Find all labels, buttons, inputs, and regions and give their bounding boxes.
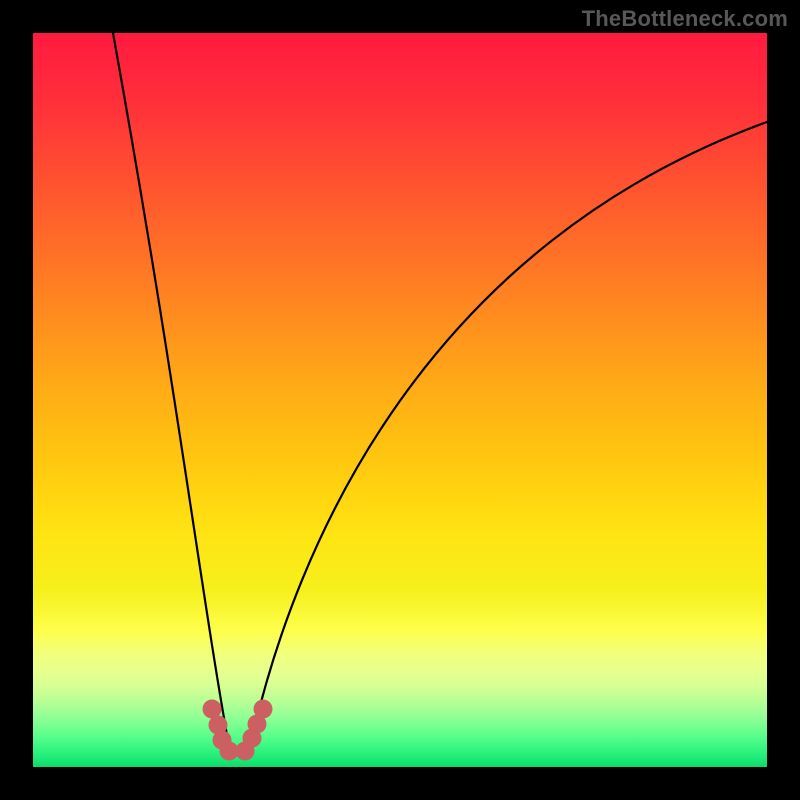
gradient-background	[33, 33, 767, 767]
plot-area	[33, 33, 767, 767]
watermark-text: TheBottleneck.com	[582, 6, 788, 32]
chart-stage: TheBottleneck.com	[0, 0, 800, 800]
